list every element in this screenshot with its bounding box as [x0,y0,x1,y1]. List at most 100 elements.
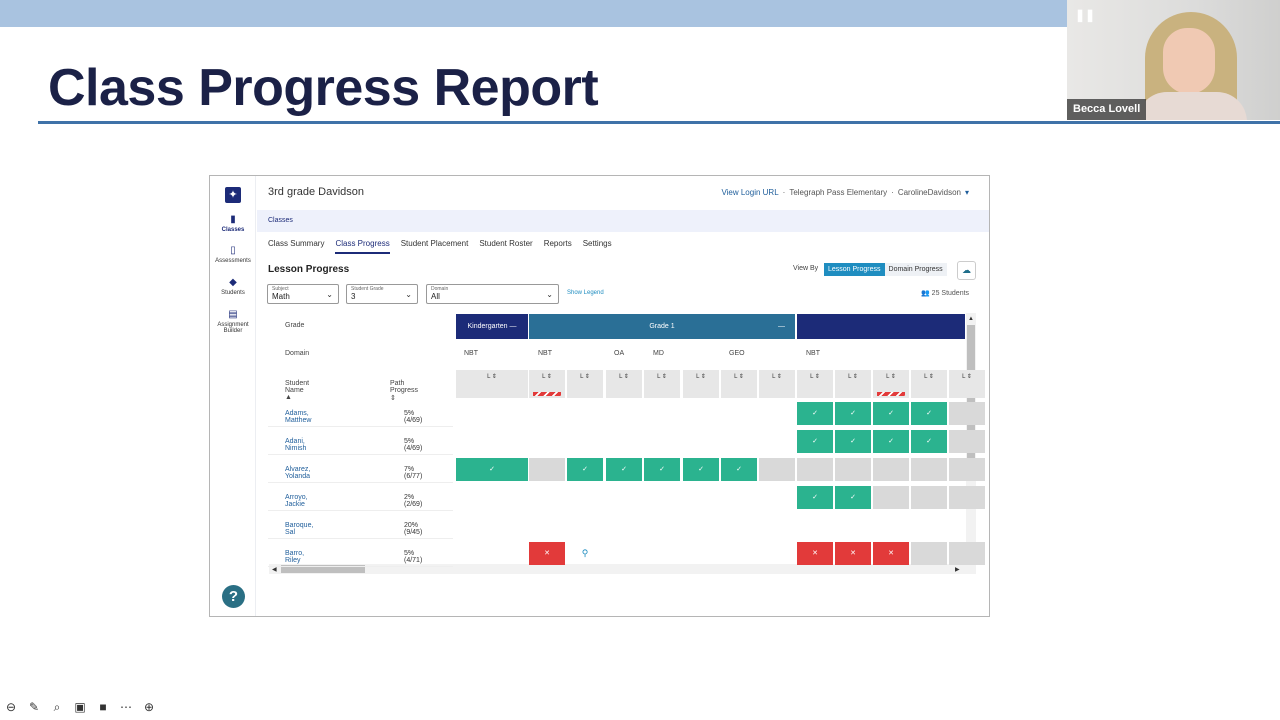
lesson-column-header[interactable]: L ⇕ [759,370,795,398]
help-button[interactable]: ? [222,585,245,608]
lesson-column-header[interactable]: L ⇕ [721,370,757,398]
lesson-column-header[interactable]: L ⇕ [911,370,947,398]
scroll-right-icon[interactable]: ▶ [955,567,960,573]
tab-student-roster[interactable]: Student Roster [479,239,533,248]
pen-icon[interactable]: ✎ [28,700,40,714]
student-name-header[interactable]: Student Name ▲ [285,380,309,401]
rail-item-classes[interactable]: ▮ Classes [210,215,256,234]
student-name-link[interactable]: Barro, Riley [285,550,305,564]
lesson-cell-not-started[interactable] [911,542,947,565]
lesson-column-header[interactable]: L ⇕ [644,370,680,398]
lesson-cell-passed[interactable]: ✓ [835,430,871,453]
user-menu[interactable]: CarolineDavidson [897,188,961,197]
lesson-column-header[interactable]: L ⇕ [949,370,985,398]
lesson-cell-failed[interactable]: ✕ [797,542,833,565]
tab-student-placement[interactable]: Student Placement [400,239,469,248]
view-domain-progress-button[interactable]: Domain Progress [884,263,947,276]
x-icon: ✕ [850,550,856,557]
scroll-thumb[interactable] [281,565,365,573]
lesson-column-header[interactable]: L ⇕ [456,370,528,398]
x-icon: ✕ [544,550,550,557]
lesson-cell-not-started[interactable] [949,402,985,425]
tab-class-summary[interactable]: Class Summary [268,239,325,248]
lesson-cell-not-started[interactable] [873,458,909,481]
lesson-cell-passed[interactable]: ✓ [797,402,833,425]
lesson-cell-failed[interactable]: ✕ [835,542,871,565]
show-legend-link[interactable]: Show Legend [567,290,604,296]
student-grade-select[interactable]: Student Grade 3 ⌄ [346,284,418,304]
lesson-cell-not-started[interactable] [949,458,985,481]
lesson-cell-passed[interactable]: ✓ [606,458,642,481]
student-name-link[interactable]: Alvarez, Yolanda [285,466,311,480]
lesson-cell-passed[interactable]: ✓ [873,402,909,425]
lesson-cell-passed[interactable]: ✓ [721,458,757,481]
captions-icon[interactable]: ▣ [74,700,86,714]
path-progress-header[interactable]: Path Progress ⇕ [390,380,418,402]
subject-select[interactable]: Subject Math ⌄ [267,284,339,304]
lesson-cell-not-started[interactable] [949,542,985,565]
zoom-icon[interactable]: ⌕ [53,700,61,714]
camera-icon[interactable]: ■ [99,700,107,714]
lesson-cell-passed[interactable]: ✓ [835,402,871,425]
lesson-column-header[interactable]: L ⇕ [797,370,833,398]
rail-item-assessments[interactable]: ▯ Assessments [210,246,256,265]
students-icon: 👥 [921,290,930,297]
lesson-column-header[interactable]: L ⇕ [529,370,565,398]
rail-item-assignment-builder[interactable]: ▤ Assignment Builder [210,310,256,335]
lesson-cell-not-started[interactable] [529,458,565,481]
tab-class-progress[interactable]: Class Progress [335,239,390,254]
chevron-down-icon[interactable]: ▾ [964,188,969,197]
horizontal-scrollbar[interactable] [269,564,976,574]
back-icon[interactable]: ⊖ [5,700,17,714]
view-lesson-progress-button[interactable]: Lesson Progress [824,263,885,276]
lesson-cell-passed[interactable]: ✓ [911,402,947,425]
presenter-body [1137,92,1247,120]
student-name-link[interactable]: Adams, Matthew [285,410,312,424]
student-name-link[interactable]: Baroque, Sal [285,522,314,536]
lesson-cell-not-started[interactable] [759,458,795,481]
view-login-link[interactable]: View Login URL [721,188,779,197]
lesson-cell-passed[interactable]: ✓ [456,458,528,481]
lesson-column-header[interactable]: L ⇕ [567,370,603,398]
grade-band-grade-2[interactable] [797,314,965,339]
lesson-cell-passed[interactable]: ✓ [797,486,833,509]
scroll-left-icon[interactable]: ◀ [272,567,277,573]
student-name-link[interactable]: Arroyo, Jackie [285,494,308,508]
lesson-cell-not-started[interactable] [911,458,947,481]
grade-band-grade-1[interactable]: Grade 1 — [529,314,795,339]
lesson-cell-passed[interactable]: ✓ [835,486,871,509]
download-icon[interactable]: ☁ [957,261,976,280]
lesson-cell-not-started[interactable] [835,458,871,481]
app-logo-icon[interactable]: ✦ [225,187,241,203]
lesson-cell-failed[interactable]: ✕ [529,542,565,565]
scroll-up-icon[interactable]: ▲ [968,316,974,322]
lesson-cell-passed[interactable]: ✓ [797,430,833,453]
header-links: View Login URL · Telegraph Pass Elementa… [721,188,969,197]
tab-settings[interactable]: Settings [582,239,612,248]
grade-band-kindergarten[interactable]: Kindergarten — [456,314,528,339]
lesson-column-header[interactable]: L ⇕ [606,370,642,398]
lesson-cell-not-started[interactable] [949,430,985,453]
lesson-cell-current[interactable]: ⚲ [567,542,603,565]
lesson-column-header[interactable]: L ⇕ [873,370,909,398]
lesson-cell-not-started[interactable] [949,486,985,509]
lesson-cell-failed[interactable]: ✕ [873,542,909,565]
lesson-cell-passed[interactable]: ✓ [911,430,947,453]
forward-icon[interactable]: ⊕ [143,700,155,714]
lesson-cell-not-started[interactable] [911,486,947,509]
lesson-cell-passed[interactable]: ✓ [683,458,719,481]
student-name-link[interactable]: Adani, Nimish [285,438,307,452]
path-progress-value: 7% (6/77) [404,466,423,480]
domain-select[interactable]: Domain All ⌄ [426,284,559,304]
lesson-cell-not-started[interactable] [873,486,909,509]
lesson-cell-passed[interactable]: ✓ [873,430,909,453]
lesson-column-header[interactable]: L ⇕ [835,370,871,398]
lesson-cell-not-started[interactable] [797,458,833,481]
lesson-cell-passed[interactable]: ✓ [644,458,680,481]
lesson-cell-passed[interactable]: ✓ [567,458,603,481]
lesson-column-header[interactable]: L ⇕ [683,370,719,398]
rail-item-students[interactable]: ◆ Students [210,278,256,297]
tab-reports[interactable]: Reports [543,239,572,248]
more-icon[interactable]: ⋯ [120,700,132,714]
breadcrumb[interactable]: Classes [257,210,989,232]
